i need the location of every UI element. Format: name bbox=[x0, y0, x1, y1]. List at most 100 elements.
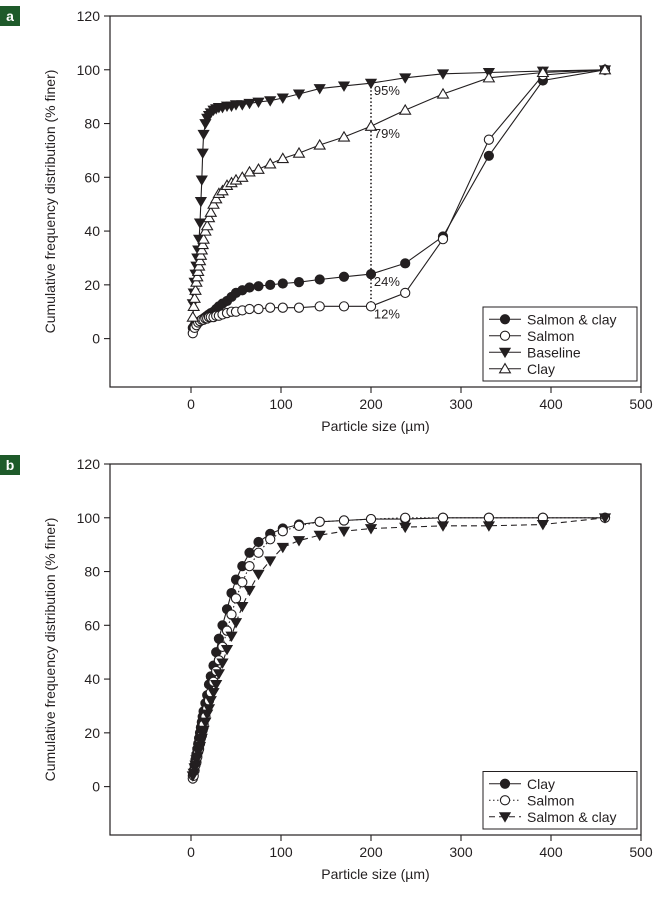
data-point bbox=[196, 148, 209, 160]
data-point bbox=[195, 175, 208, 186]
data-point bbox=[365, 301, 377, 312]
data-point bbox=[244, 561, 255, 572]
panel-b: b 0 100 200 300 400 500 0 20 40 60 80 100 120 Particl… bbox=[0, 455, 653, 882]
data-point bbox=[202, 211, 216, 223]
data-point bbox=[189, 284, 202, 295]
data-point bbox=[292, 146, 306, 158]
y-tick-label: 60 bbox=[84, 617, 100, 633]
data-point bbox=[337, 130, 351, 142]
chart-b: 0 100 200 300 400 500 0 20 40 60 80 100 120 Particle … bbox=[42, 456, 653, 882]
legend-label: Salmon bbox=[527, 792, 574, 808]
data-point bbox=[483, 134, 495, 145]
data-point bbox=[216, 184, 229, 196]
y-tick-label: 0 bbox=[92, 331, 100, 347]
series-1 bbox=[187, 64, 611, 339]
data-point bbox=[399, 522, 412, 534]
data-point bbox=[264, 556, 277, 567]
data-point bbox=[243, 585, 256, 597]
legend-marker bbox=[499, 795, 511, 806]
x-tick-label: 300 bbox=[449, 396, 473, 412]
data-point bbox=[436, 69, 450, 80]
x-tick-label: 500 bbox=[629, 844, 653, 860]
data-point bbox=[186, 310, 200, 322]
data-point bbox=[209, 192, 223, 204]
data-point bbox=[252, 163, 265, 174]
x-tick-label: 100 bbox=[269, 396, 293, 412]
data-point bbox=[263, 157, 277, 169]
legend-marker bbox=[498, 812, 512, 823]
data-point bbox=[436, 87, 450, 99]
data-point bbox=[188, 292, 201, 303]
legend-marker bbox=[498, 362, 512, 374]
data-point bbox=[187, 300, 201, 311]
data-point bbox=[313, 84, 326, 95]
data-point bbox=[195, 243, 209, 255]
data-point bbox=[253, 303, 264, 315]
data-point bbox=[264, 96, 277, 107]
data-point bbox=[400, 512, 411, 523]
data-point bbox=[194, 197, 207, 208]
data-point bbox=[235, 171, 249, 182]
annotation-label: 95% bbox=[374, 83, 400, 98]
data-point bbox=[292, 89, 306, 100]
data-point bbox=[437, 512, 449, 523]
data-point bbox=[265, 534, 276, 545]
series-line bbox=[192, 69, 606, 334]
data-point bbox=[244, 547, 255, 558]
series-line bbox=[192, 517, 605, 779]
series-0 bbox=[187, 512, 611, 781]
data-point bbox=[252, 97, 265, 108]
data-point bbox=[483, 150, 494, 161]
data-point bbox=[237, 577, 248, 588]
panel-b-tag: b bbox=[0, 455, 20, 475]
data-point bbox=[253, 547, 264, 558]
data-point bbox=[230, 593, 242, 604]
data-point bbox=[276, 542, 289, 554]
data-point bbox=[190, 270, 204, 282]
x-tick-label: 200 bbox=[359, 844, 383, 860]
y-tick-label: 0 bbox=[92, 779, 100, 795]
data-point bbox=[400, 258, 411, 269]
x-tick-label: 0 bbox=[187, 396, 195, 412]
annotation-label: 12% bbox=[374, 306, 400, 321]
x-tick-label: 300 bbox=[449, 844, 473, 860]
y-tick-label: 20 bbox=[84, 725, 100, 741]
data-point bbox=[253, 281, 264, 292]
panel-a-tag: a bbox=[0, 6, 20, 26]
data-point bbox=[265, 279, 276, 290]
panel-a: a 0 100 200 300 400 500 0 20 40 60 80 100 120 Particl… bbox=[0, 6, 653, 434]
x-tick-label: 200 bbox=[359, 396, 383, 412]
y-tick-label: 40 bbox=[84, 223, 100, 239]
data-point bbox=[338, 271, 350, 282]
data-point bbox=[277, 302, 288, 313]
data-point bbox=[236, 602, 249, 613]
data-point bbox=[277, 278, 288, 289]
data-point bbox=[199, 224, 212, 236]
data-point bbox=[364, 524, 378, 535]
data-point bbox=[204, 206, 218, 217]
legend-label: Clay bbox=[527, 361, 555, 377]
data-point bbox=[482, 521, 495, 532]
data-point bbox=[193, 254, 207, 266]
series-line bbox=[192, 517, 606, 777]
data-point bbox=[226, 609, 237, 620]
x-axis-title: Particle size (µm) bbox=[321, 418, 429, 434]
legend-label: Baseline bbox=[527, 344, 581, 360]
data-point bbox=[482, 71, 496, 83]
chart-a: 0 100 200 300 400 500 0 20 40 60 80 100 120 Particle … bbox=[42, 8, 653, 434]
data-point bbox=[193, 218, 207, 229]
data-point bbox=[191, 265, 205, 276]
plot-frame bbox=[109, 15, 642, 388]
data-point bbox=[364, 120, 378, 131]
data-point bbox=[220, 645, 234, 656]
series-3 bbox=[186, 63, 612, 322]
data-point bbox=[365, 268, 377, 280]
data-point bbox=[292, 536, 306, 547]
panel-b-tag-label: b bbox=[6, 457, 15, 473]
data-point bbox=[244, 282, 255, 293]
data-point bbox=[216, 658, 229, 669]
data-point bbox=[536, 520, 549, 531]
y-tick-label: 60 bbox=[84, 169, 100, 185]
